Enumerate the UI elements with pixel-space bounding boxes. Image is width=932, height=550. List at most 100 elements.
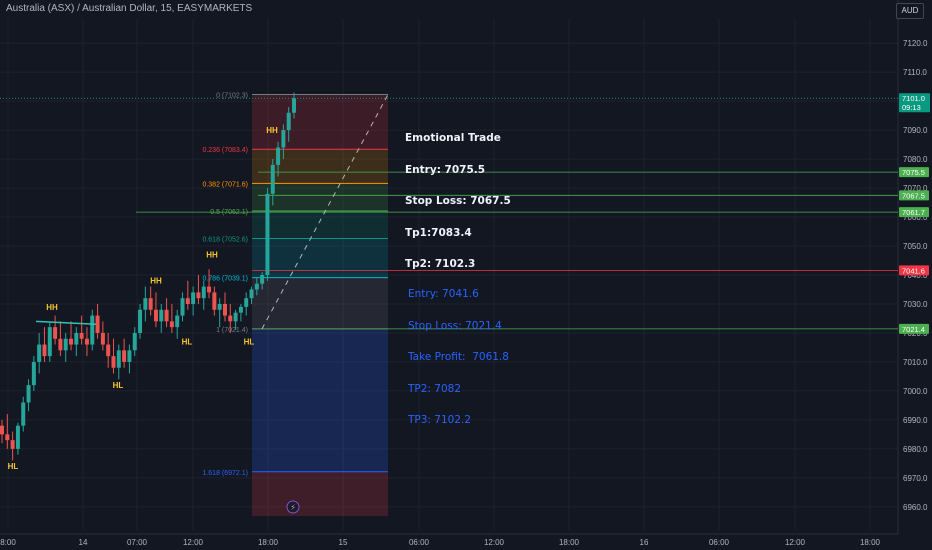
- candle-body: [180, 298, 185, 316]
- x-tick-label: 12:00: [183, 538, 204, 547]
- fib-level-label: 0.236 (7083.4): [202, 147, 248, 154]
- candle-body: [207, 286, 212, 293]
- y-tick-label: 7070.0: [903, 184, 928, 193]
- candle-body: [42, 344, 47, 357]
- candle-body: [276, 147, 281, 165]
- fib-level-label: 0.786 (7039.1): [202, 276, 248, 283]
- x-tick-label: 14: [79, 538, 88, 547]
- trade-plan-annotation: Entry: 7041.6 Stop Loss: 7021.4 Take Pro…: [408, 268, 509, 436]
- y-tick-label: 7090.0: [903, 126, 928, 135]
- candle-body: [169, 321, 174, 328]
- trend-line: [35, 320, 97, 326]
- candle-body: [69, 338, 74, 345]
- annotation-line: Tp2: 7102.3: [405, 258, 476, 270]
- price-level-tag: [899, 167, 929, 178]
- candle-body: [0, 425, 4, 435]
- y-tick-label: 7060.0: [903, 213, 928, 222]
- annotation-line: Entry: 7075.5: [405, 163, 486, 176]
- y-tick-label: 7000.0: [903, 387, 928, 396]
- x-tick-label: 06:00: [409, 538, 430, 547]
- x-tick-label: 18:00: [559, 538, 580, 547]
- y-tick-label: 6990.0: [903, 416, 928, 425]
- candle-body: [100, 332, 105, 345]
- currency-button[interactable]: AUD: [896, 3, 924, 19]
- candle-body: [148, 298, 153, 310]
- candle-body: [265, 193, 270, 275]
- pattern-label: HL: [244, 338, 255, 347]
- candle-body: [159, 309, 164, 322]
- candle-body: [217, 303, 222, 310]
- y-tick-label: 7010.0: [903, 358, 928, 367]
- candle-body: [286, 112, 291, 131]
- candle-body: [127, 350, 132, 362]
- candle-body: [281, 130, 286, 148]
- candle-body: [228, 315, 233, 322]
- candle-body: [185, 298, 190, 304]
- candle-body: [79, 332, 84, 339]
- candle-body: [212, 292, 217, 310]
- price-level-tag: [899, 323, 929, 334]
- price-level-label: 7021.4: [902, 325, 925, 334]
- annotation-line: TP2: 7082: [408, 382, 462, 395]
- price-level-tag: [899, 265, 929, 276]
- candle-body: [106, 344, 111, 357]
- price-level-label: 7041.6: [902, 266, 925, 275]
- y-tick-label: 7110.0: [903, 68, 927, 77]
- annotation-line: Emotional Trade: [405, 132, 501, 144]
- candle-body: [63, 338, 68, 351]
- candle-body: [270, 164, 275, 194]
- candle-body: [58, 338, 63, 351]
- candle-body: [222, 303, 227, 316]
- x-tick-label: 12:00: [785, 538, 806, 547]
- pattern-label: HH: [266, 126, 278, 135]
- x-tick-label: 18:00: [860, 538, 881, 547]
- y-tick-label: 7050.0: [903, 242, 928, 251]
- y-tick-label: 6960.0: [903, 503, 928, 512]
- candle-body: [164, 309, 169, 322]
- x-tick-label: 07:00: [127, 538, 148, 547]
- candle-body: [260, 275, 265, 284]
- annotation-line: Stop Loss: 7067.5: [405, 195, 511, 207]
- candle-body: [196, 292, 201, 299]
- pattern-label: HL: [113, 381, 124, 390]
- candle-body: [116, 350, 121, 368]
- fib-band: [252, 328, 388, 472]
- candle-body: [254, 283, 259, 290]
- pattern-label: HL: [8, 462, 19, 471]
- candle-body: [249, 289, 254, 299]
- candle-body: [175, 315, 180, 328]
- candle-body: [143, 298, 148, 310]
- candle-body: [74, 332, 79, 345]
- fib-band: [252, 471, 388, 516]
- candle-body: [244, 298, 249, 307]
- x-tick-label: 18:00: [258, 538, 279, 547]
- x-tick-label: 06:00: [709, 538, 730, 547]
- y-tick-label: 6980.0: [903, 445, 928, 454]
- annotation-line: Entry: 7041.6: [408, 288, 479, 300]
- lightning-icon: [286, 500, 300, 514]
- candle-body: [90, 315, 95, 345]
- annotation-line: TP3: 7102.2: [408, 414, 472, 426]
- y-tick-label: 7080.0: [903, 155, 928, 164]
- candle-body: [84, 338, 89, 345]
- price-level-label: 7075.5: [902, 168, 925, 177]
- candle-body: [47, 327, 52, 357]
- candle-body: [5, 434, 10, 441]
- fib-level-label: 0 (7102.3): [216, 92, 248, 99]
- annotation-line: Stop Loss: 7021.4: [408, 319, 502, 332]
- fib-band: [252, 94, 388, 150]
- candle-body: [26, 385, 31, 403]
- price-level-tag: [899, 207, 929, 218]
- chart-title: Australia (ASX) / Australian Dollar, 15,…: [6, 3, 253, 14]
- candle-body: [37, 344, 42, 362]
- candle-body: [292, 98, 296, 113]
- candle-body: [201, 286, 206, 299]
- candle-body: [15, 425, 20, 449]
- y-tick-label: 7030.0: [903, 300, 928, 309]
- candle-body: [21, 402, 26, 426]
- annotation-line: Tp1:7083.4: [405, 226, 472, 239]
- candle-body: [138, 309, 143, 333]
- y-tick-label: 6970.0: [903, 474, 928, 483]
- emotional-trade-annotation: Emotional Trade Entry: 7075.5 Stop Loss:…: [405, 112, 511, 280]
